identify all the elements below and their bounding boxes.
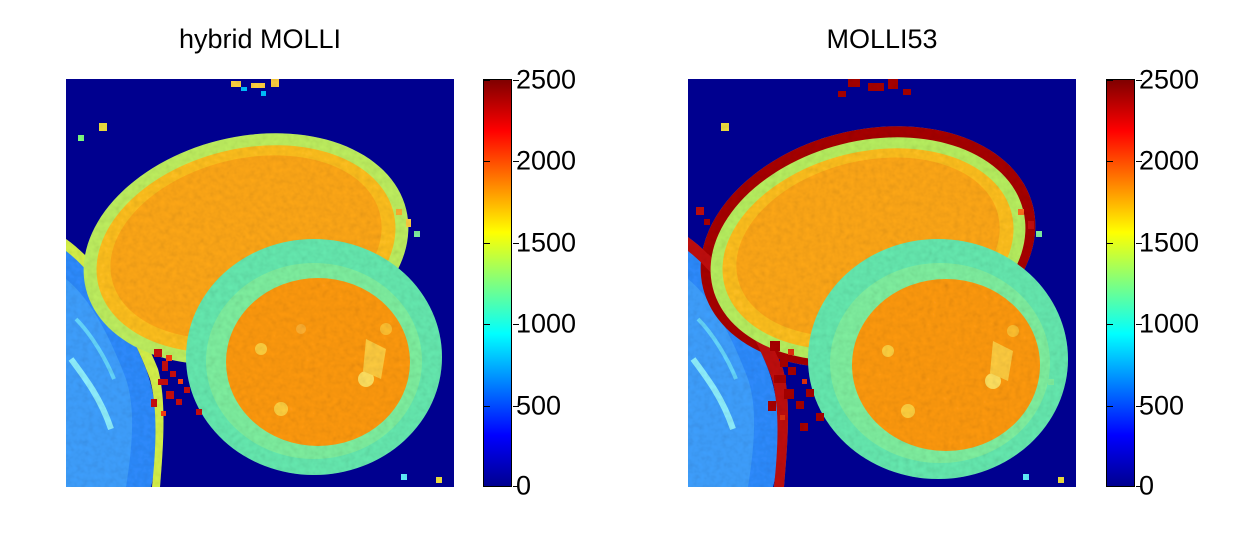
colorbar-tick-label: 1500	[1139, 227, 1200, 258]
colorbar-tick-mark	[1107, 243, 1113, 244]
t1-map-image	[688, 79, 1076, 487]
colorbar-tick-mark	[513, 243, 519, 244]
colorbar-tick-mark	[513, 161, 519, 162]
colorbar-tick-label: 0	[1139, 470, 1155, 501]
colorbar-tick-mark	[484, 80, 490, 81]
colorbar-tick-mark	[1136, 80, 1142, 81]
colorbar-tick-mark	[513, 486, 519, 487]
colorbar-tick-mark	[513, 324, 519, 325]
colorbar-tick-mark	[1107, 486, 1113, 487]
colorbar-tick-mark	[1107, 324, 1113, 325]
colorbar-tick-label: 0	[516, 470, 532, 501]
colorbar-tick-label: 500	[516, 390, 562, 421]
colorbar-tick-mark	[513, 406, 519, 407]
colorbar: 2500 2000 1500 1000 500 0	[483, 66, 576, 499]
colorbar-tick-mark	[484, 486, 490, 487]
colorbar-tick-mark	[1107, 80, 1113, 81]
panel-molli53: MOLLI53	[622, 0, 1199, 557]
panel-title: MOLLI53	[826, 24, 938, 54]
panel-hybrid-molli: hybrid MOLLI	[0, 0, 576, 557]
colorbar-tick-mark	[1107, 161, 1113, 162]
t1-map-svg	[688, 79, 1068, 487]
colorbar-tick-label: 1500	[516, 227, 577, 258]
colorbar-tick-label: 500	[1139, 390, 1185, 421]
colorbar: 2500 2000 1500 1000 500 0	[1106, 66, 1199, 499]
colorbar-tick-mark	[1136, 243, 1142, 244]
colorbar-tick-mark	[484, 243, 490, 244]
colorbar-tick-mark	[1136, 324, 1142, 325]
colorbar-tick-mark	[1136, 406, 1142, 407]
colorbar-tick-mark	[1136, 486, 1142, 487]
colorbar-tick-mark	[484, 161, 490, 162]
t1-map-svg	[66, 79, 442, 487]
colorbar-tick-mark	[484, 406, 490, 407]
colorbar-tick-label: 2000	[1139, 145, 1200, 176]
colorbar-tick-mark	[1136, 161, 1142, 162]
t1-map-image	[66, 79, 454, 487]
colorbar-tick-label: 1000	[1139, 308, 1200, 339]
colorbar-tick-label: 2000	[516, 145, 577, 176]
colorbar-tick-mark	[513, 80, 519, 81]
colorbar-tick-label: 2500	[1139, 64, 1200, 95]
colorbar-tick-label: 2500	[516, 64, 577, 95]
panel-title: hybrid MOLLI	[178, 24, 342, 54]
colorbar-tick-mark	[484, 324, 490, 325]
colorbar-tick-mark	[1107, 406, 1113, 407]
colorbar-tick-label: 1000	[516, 308, 577, 339]
